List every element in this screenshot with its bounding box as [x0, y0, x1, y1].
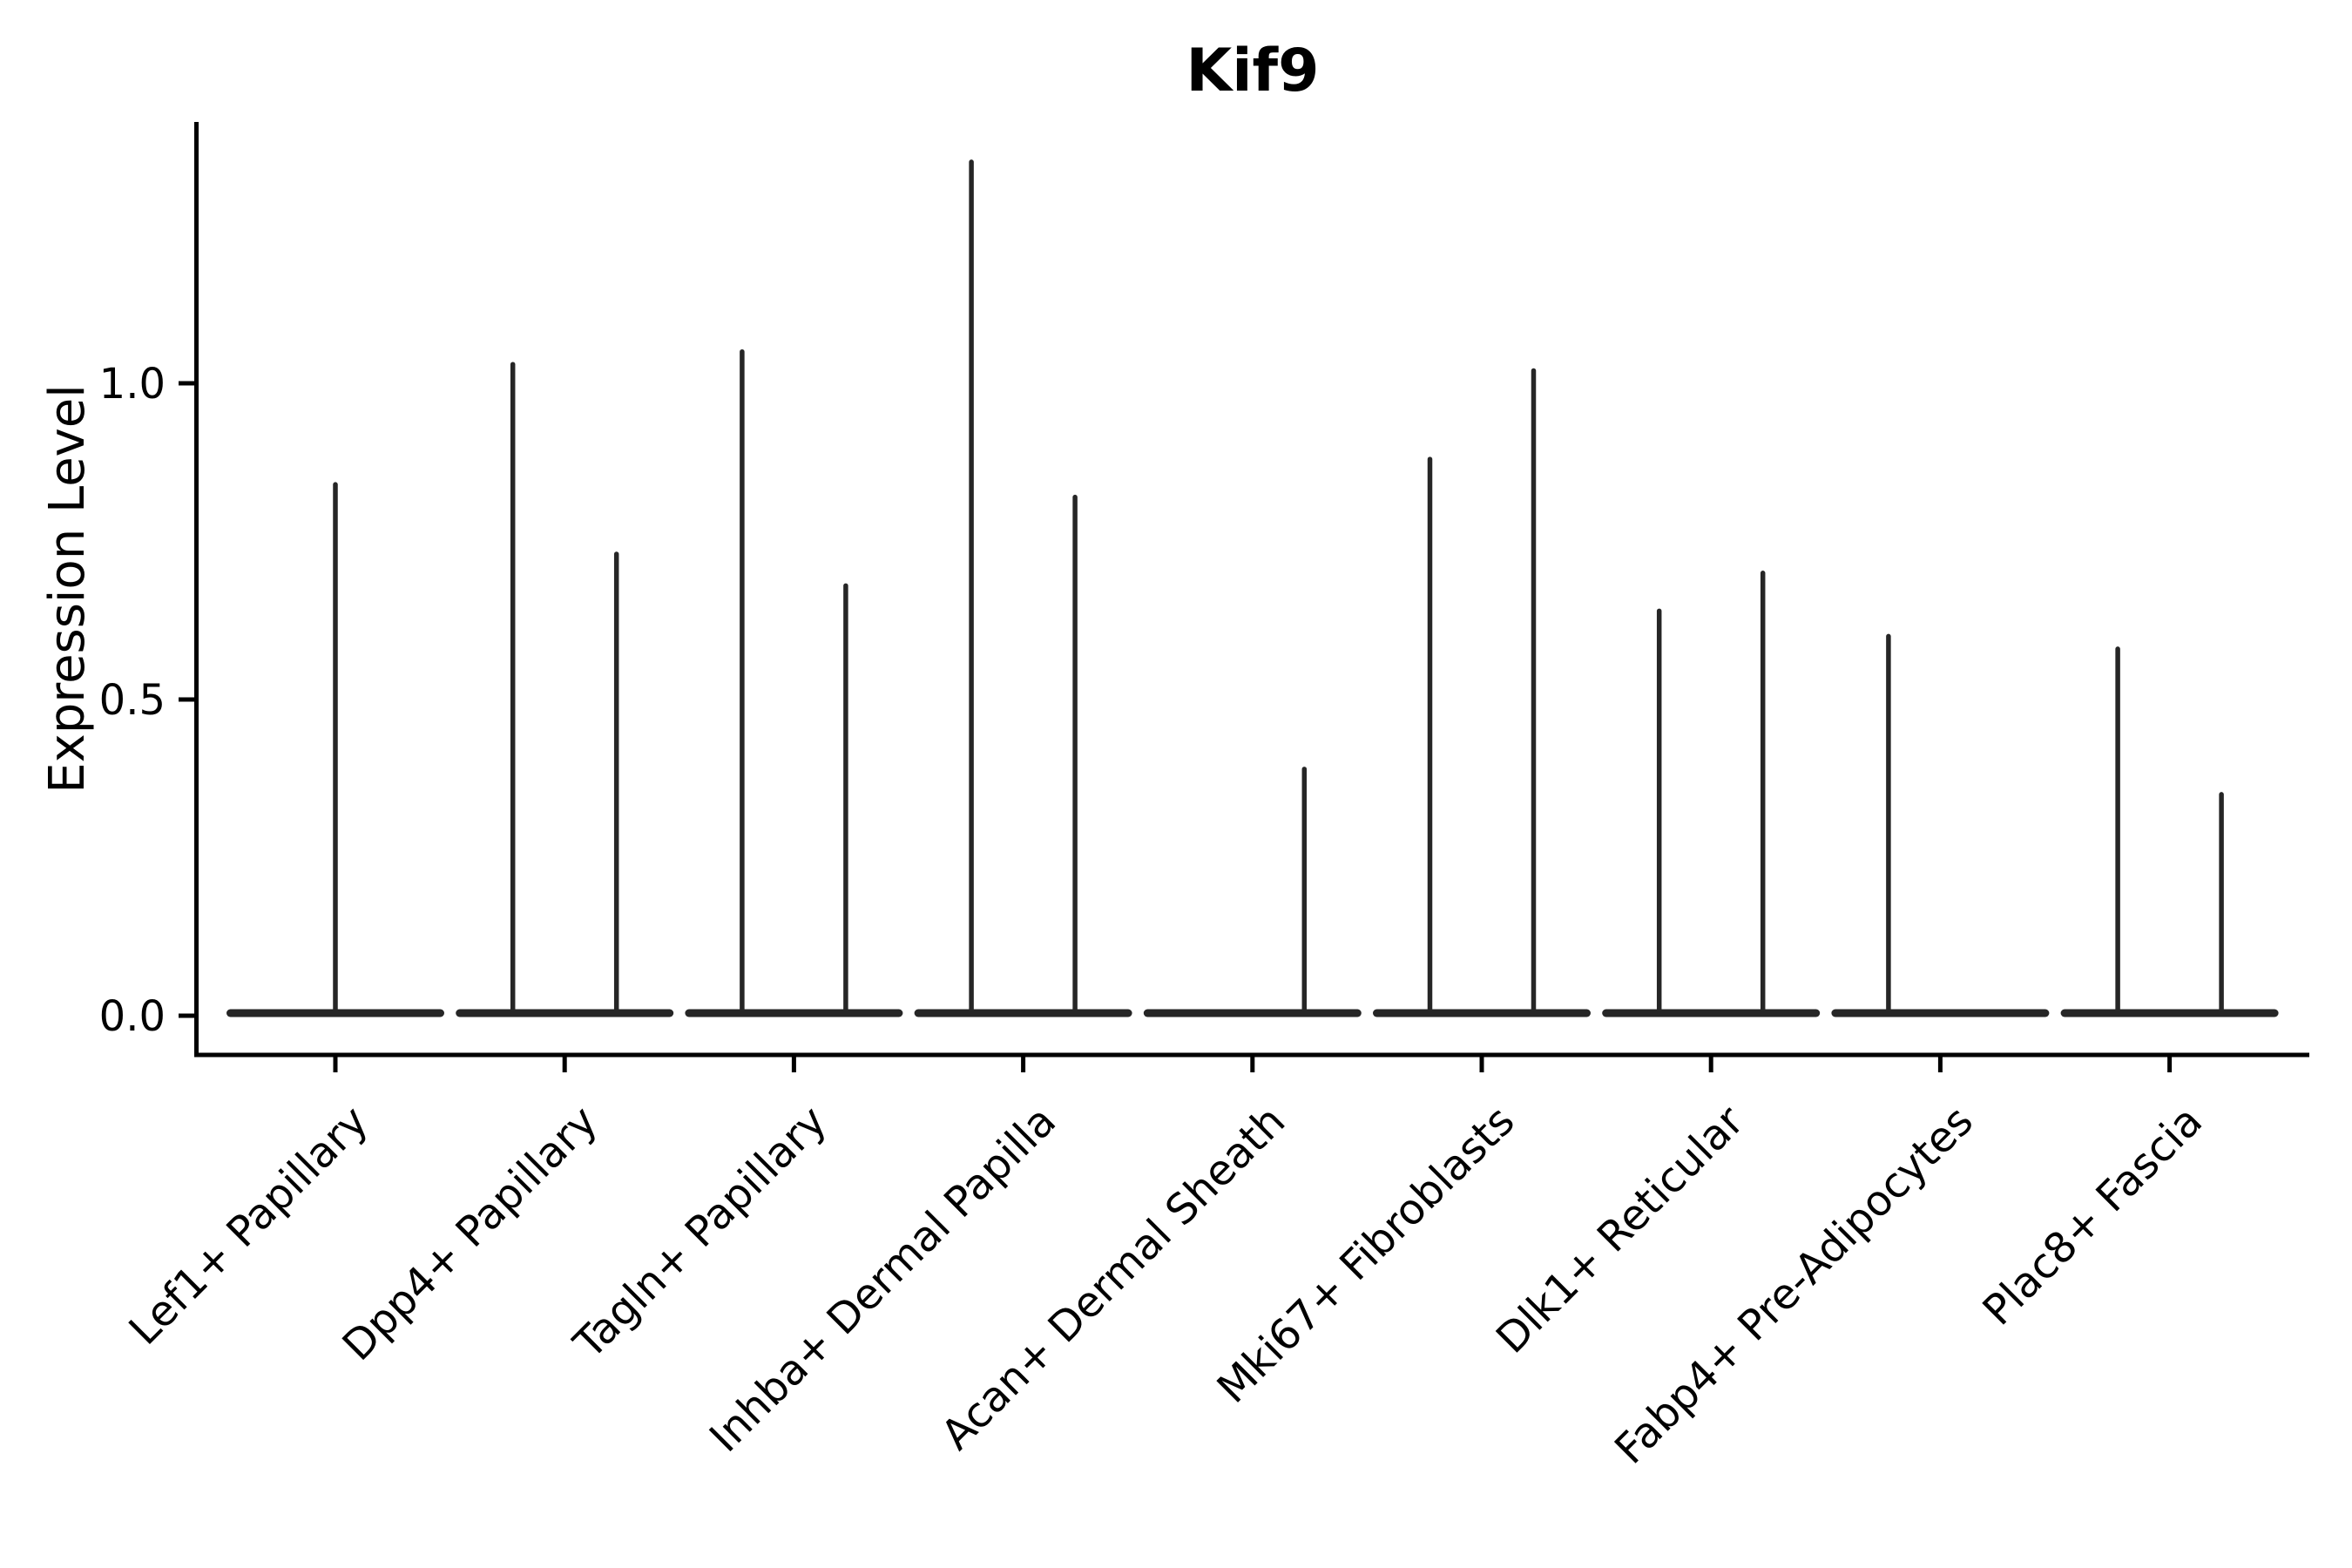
x-tick-label: Lef1+ Papillary — [120, 1097, 378, 1355]
violin-category — [1143, 767, 1362, 1017]
x-tick-label: Tagln+ Papillary — [564, 1097, 836, 1369]
y-axis-label: Expression Level — [39, 384, 96, 794]
violin-category — [456, 362, 674, 1017]
y-tick-label: 0.5 — [99, 676, 166, 725]
y-tick-label: 0.0 — [99, 992, 166, 1041]
violin-category — [2060, 646, 2279, 1017]
x-tick-label: Plac8+ Fascia — [1974, 1097, 2213, 1335]
chart-title: Kif9 — [1186, 37, 1320, 105]
violins-group — [226, 159, 2279, 1017]
y-tick-label: 1.0 — [99, 360, 166, 409]
violin-category — [226, 482, 444, 1017]
x-tick-label: Dpp4+ Papillary — [334, 1097, 607, 1370]
y-axis-ticks: 0.0 0.5 1.0 — [99, 360, 196, 1041]
violin-category — [914, 159, 1132, 1017]
violin-category — [685, 348, 903, 1017]
x-tick-label: Dlk1+ Reticular — [1487, 1097, 1754, 1363]
violin-category — [1831, 633, 2050, 1017]
violin-category — [1373, 368, 1591, 1017]
violin-category — [1602, 571, 1821, 1017]
